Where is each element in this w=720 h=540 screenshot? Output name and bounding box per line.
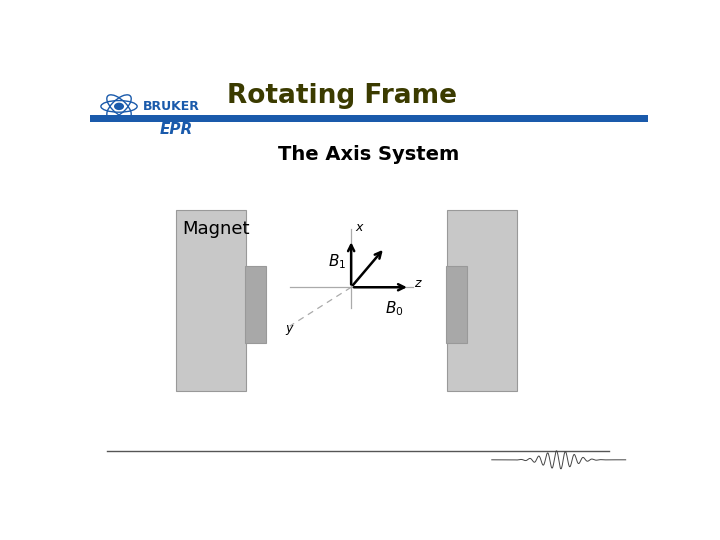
Text: BRUKER: BRUKER [143, 100, 200, 113]
Bar [176, 210, 246, 391]
Text: EPR: EPR [160, 122, 193, 137]
Bar [447, 210, 517, 391]
Text: The Axis System: The Axis System [279, 145, 459, 164]
Text: $B_1$: $B_1$ [328, 252, 347, 271]
Text: y: y [285, 322, 292, 335]
Text: z: z [414, 276, 420, 289]
Bar [446, 266, 467, 343]
Text: $B_0$: $B_0$ [384, 300, 403, 318]
Text: x: x [356, 221, 363, 234]
Bar [90, 114, 648, 122]
Text: Rotating Frame: Rotating Frame [227, 83, 456, 110]
Text: Magnet: Magnet [182, 220, 250, 238]
Circle shape [114, 103, 124, 110]
Bar [245, 266, 266, 343]
